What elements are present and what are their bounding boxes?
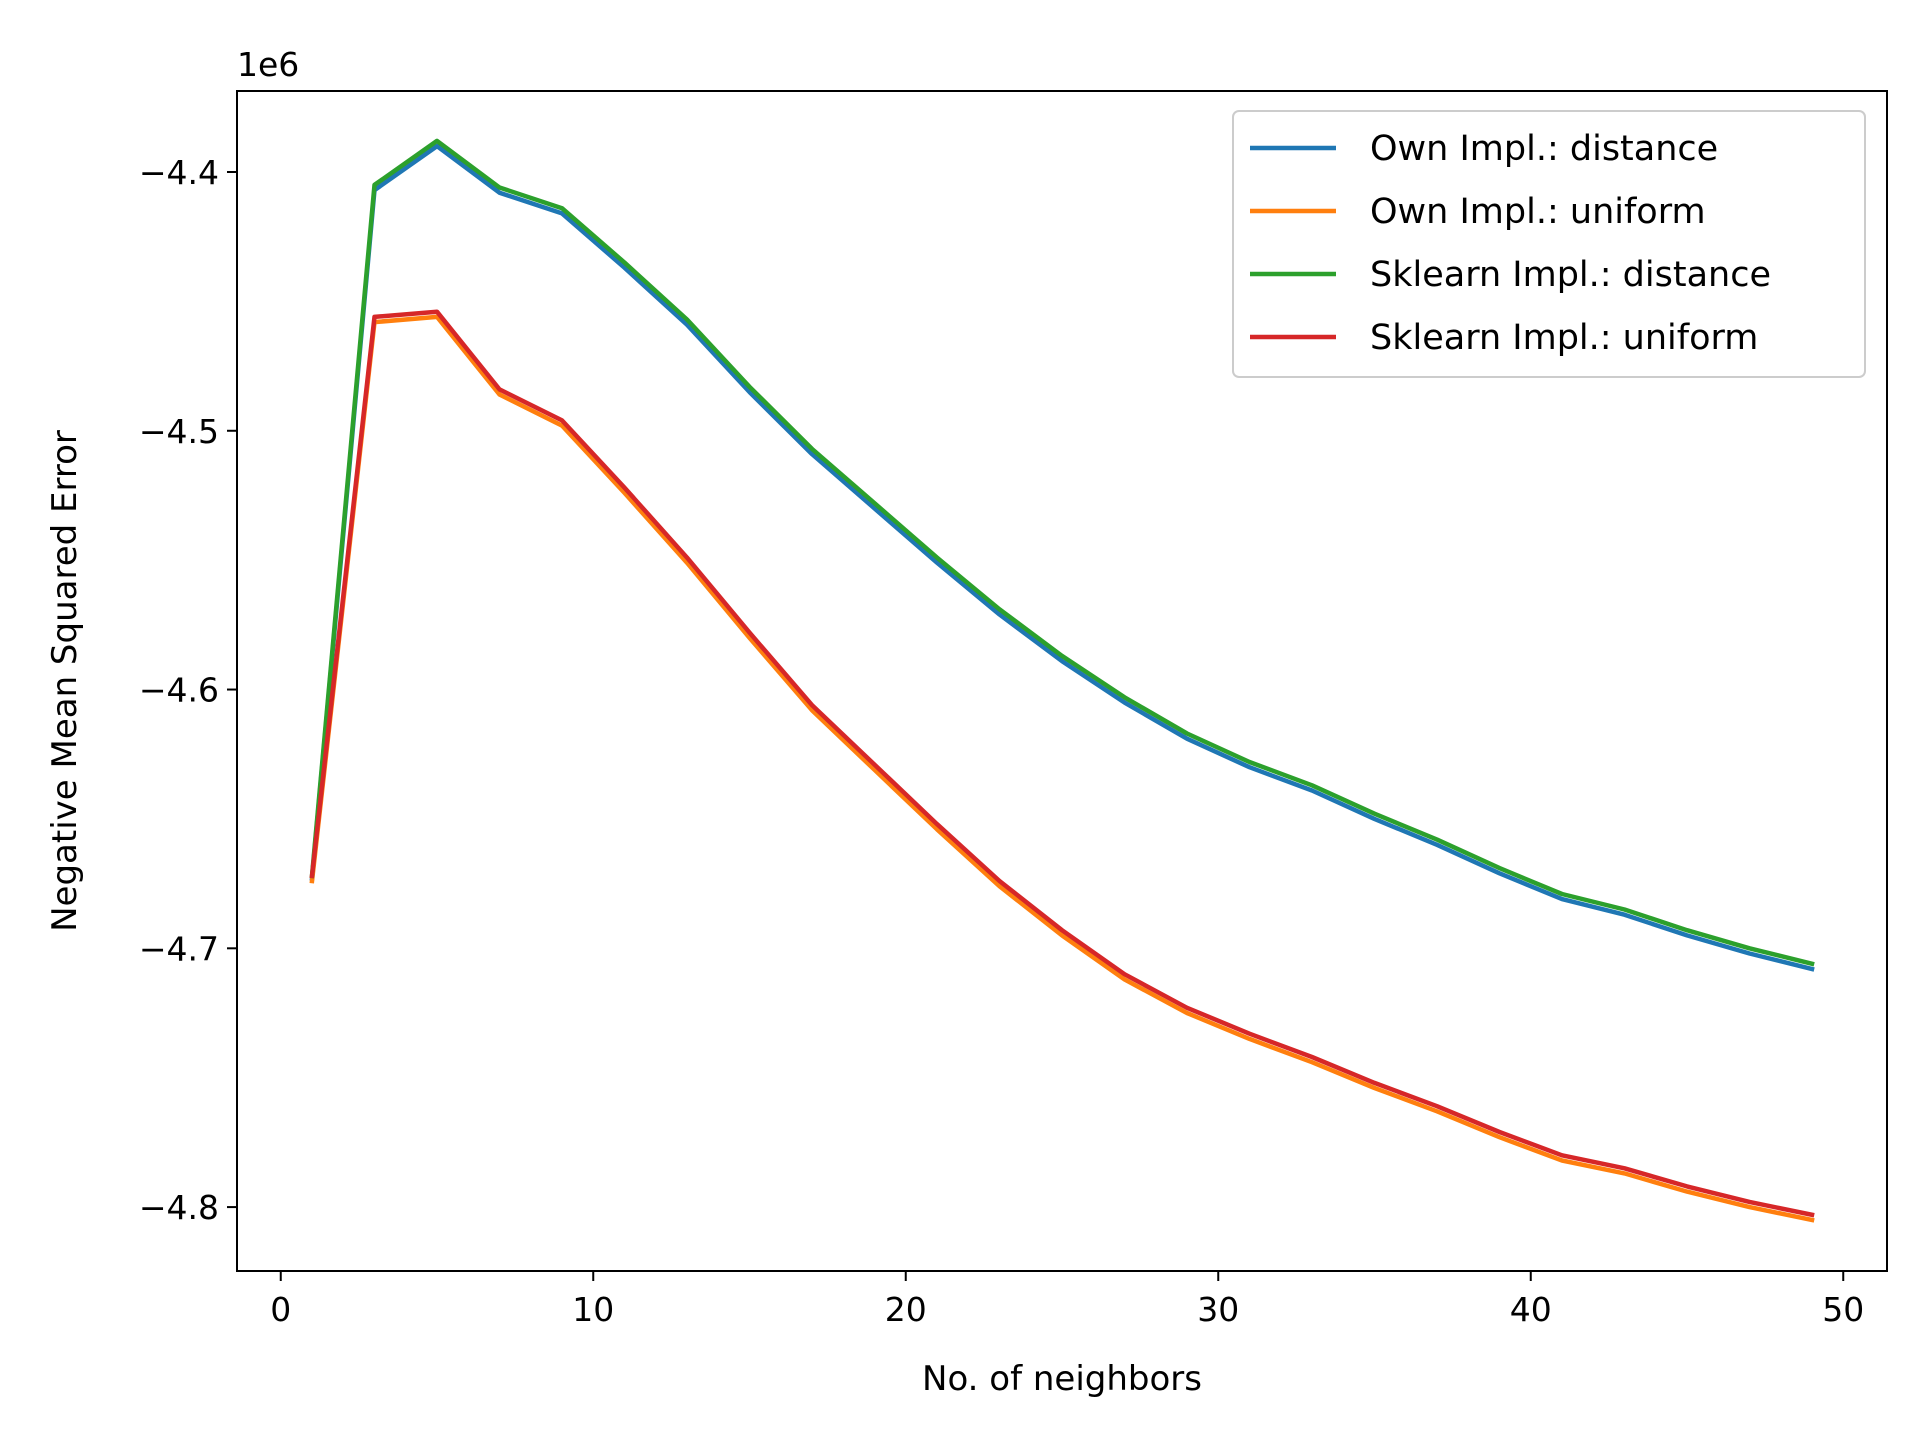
y-tick-label: −4.4 (139, 153, 219, 192)
x-tick-label: 20 (885, 1290, 927, 1329)
x-tick-label: 50 (1822, 1290, 1864, 1329)
legend-box (1232, 110, 1866, 378)
x-axis: 0 10 20 30 40 50 (270, 1271, 1864, 1329)
y-offset-label: 1e6 (237, 45, 299, 84)
x-tick-label: 30 (1197, 1290, 1239, 1329)
y-axis-label: Negative Mean Squared Error (45, 430, 85, 932)
y-tick-label: −4.6 (139, 671, 219, 710)
legend-label-1: Own Impl.: distance (1370, 129, 1718, 169)
x-tick-label: 40 (1510, 1290, 1552, 1329)
y-tick-label: −4.8 (139, 1188, 219, 1227)
x-tick-label: 10 (572, 1290, 614, 1329)
series-layer (309, 138, 1815, 1223)
y-axis: −4.4 −4.5 −4.6 −4.7 −4.8 (139, 153, 237, 1227)
x-tick-label: 0 (270, 1290, 291, 1329)
legend-label-3: Sklearn Impl.: distance (1370, 255, 1771, 295)
legend-label-4: Sklearn Impl.: uniform (1370, 318, 1758, 358)
y-tick-label: −4.5 (139, 412, 219, 451)
plot-frame (236, 90, 1888, 1272)
y-tick-label: −4.7 (139, 929, 219, 968)
legend: Own Impl.: distance Own Impl.: uniform Skl… (1232, 110, 1866, 378)
series-line-1 (309, 143, 1815, 972)
legend-label-2: Own Impl.: uniform (1370, 192, 1706, 232)
series-line-2 (309, 314, 1815, 1223)
series-line-3 (309, 138, 1815, 967)
series-line-4 (309, 309, 1815, 1218)
x-axis-label: No. of neighbors (922, 1359, 1202, 1399)
